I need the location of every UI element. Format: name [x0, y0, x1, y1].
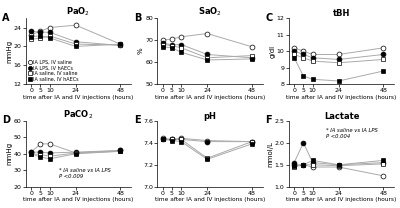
Y-axis label: mmHg: mmHg [6, 40, 12, 63]
Title: Lactate: Lactate [324, 111, 359, 121]
Title: PaCO$_2$: PaCO$_2$ [64, 108, 94, 121]
X-axis label: time after IA and IV injections (hours): time after IA and IV injections (hours) [23, 95, 134, 100]
X-axis label: time after IA and IV injections (hours): time after IA and IV injections (hours) [23, 197, 134, 202]
Text: E: E [134, 115, 140, 125]
Text: D: D [2, 115, 10, 125]
Legend: IA LPS, IV saline, IA LPS, IV hAECs, IA saline, IV saline, IA saline, IV hAECs: IA LPS, IV saline, IA LPS, IV hAECs, IA … [28, 60, 79, 82]
Text: * IA saline vs IA LPS
P <0.009: * IA saline vs IA LPS P <0.009 [60, 168, 111, 179]
Y-axis label: mmol/L: mmol/L [267, 141, 273, 167]
Title: pH: pH [204, 111, 216, 121]
Text: C: C [265, 13, 272, 23]
Text: F: F [265, 115, 272, 125]
Text: * IA saline vs IA LPS
P <0.004: * IA saline vs IA LPS P <0.004 [326, 128, 378, 139]
Title: SaO$_2$: SaO$_2$ [198, 6, 222, 18]
X-axis label: time after IA and IV injections (hours): time after IA and IV injections (hours) [286, 197, 397, 202]
Y-axis label: g/dl: g/dl [269, 45, 275, 58]
X-axis label: time after IA and IV injections (hours): time after IA and IV injections (hours) [286, 95, 397, 100]
X-axis label: time after IA and IV injections (hours): time after IA and IV injections (hours) [155, 95, 265, 100]
Y-axis label: %: % [138, 48, 144, 54]
Title: tBH: tBH [333, 9, 350, 18]
Text: A: A [2, 13, 10, 23]
X-axis label: time after IA and IV injections (hours): time after IA and IV injections (hours) [155, 197, 265, 202]
Y-axis label: mmHg: mmHg [6, 142, 12, 165]
Title: PaO$_2$: PaO$_2$ [66, 6, 91, 18]
Text: B: B [134, 13, 141, 23]
